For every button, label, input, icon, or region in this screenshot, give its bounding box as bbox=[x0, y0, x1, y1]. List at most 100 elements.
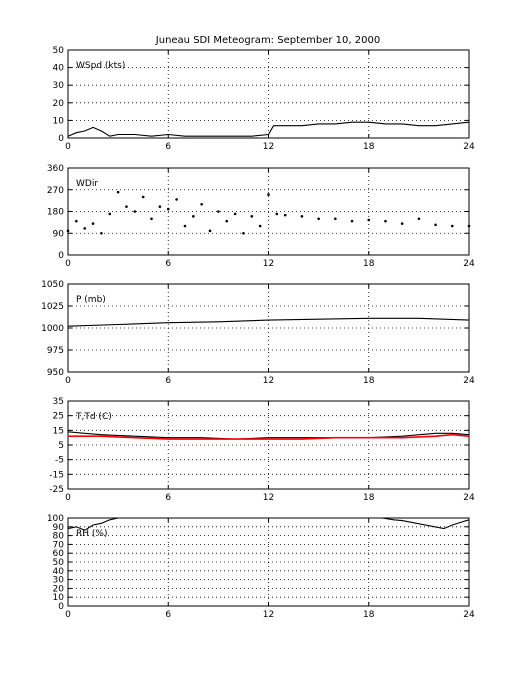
wind-direction-point bbox=[300, 215, 304, 218]
wind-direction-point bbox=[150, 217, 153, 221]
temp-dewpoint-xtick-label: 12 bbox=[263, 493, 274, 503]
wind-direction-point bbox=[133, 210, 137, 213]
wind-direction-point bbox=[141, 195, 145, 199]
pressure-ytick-label: 1025 bbox=[41, 302, 64, 312]
wind-direction-point bbox=[125, 205, 128, 208]
relative-humidity-ytick-label: 50 bbox=[53, 558, 65, 568]
wind-direction-point bbox=[350, 219, 354, 223]
wind-direction-point bbox=[317, 217, 320, 221]
pressure-ytick-label: 1000 bbox=[41, 324, 64, 334]
wind-direction-point bbox=[275, 212, 279, 216]
relative-humidity-xtick-label: 24 bbox=[463, 610, 475, 620]
wind-direction-point bbox=[175, 198, 178, 201]
wind-speed-xtick-label: 12 bbox=[263, 142, 274, 152]
wind-direction-point bbox=[192, 215, 195, 218]
wind-speed-ytick-label: 20 bbox=[53, 99, 65, 109]
relative-humidity-ytick-label: 10 bbox=[53, 593, 65, 603]
wind-direction-ytick-label: 0 bbox=[58, 251, 64, 261]
temp-dewpoint-panel: 0 6 12 18 24 -25 -15 -5 5 15 25 35 T,Td (C) bbox=[49, 397, 475, 503]
wind-direction-point bbox=[334, 217, 337, 221]
temp-dewpoint-ytick-label: -15 bbox=[49, 470, 64, 480]
temp-dewpoint-xtick-label: 0 bbox=[65, 493, 71, 503]
wind-direction-point bbox=[217, 210, 220, 213]
relative-humidity-xtick-label: 12 bbox=[263, 610, 274, 620]
wind-direction-point bbox=[158, 205, 162, 208]
relative-humidity-ytick-label: 30 bbox=[53, 576, 65, 586]
wind-direction-xtick-label: 18 bbox=[363, 259, 375, 269]
pressure-xtick-label: 6 bbox=[165, 376, 171, 386]
wind-direction-ytick-label: 90 bbox=[53, 229, 65, 239]
wind-direction-point bbox=[258, 224, 262, 228]
wind-direction-xtick-label: 24 bbox=[463, 259, 475, 269]
figure-title: Juneau SDI Meteogram: September 10, 2000 bbox=[155, 35, 380, 46]
relative-humidity-ytick-label: 20 bbox=[53, 584, 65, 594]
relative-humidity-ytick-label: 40 bbox=[53, 567, 65, 577]
wind-direction-point bbox=[75, 219, 78, 223]
pressure-panel: 0 6 12 18 24 950 975 1000 1025 1050 P (mb) bbox=[41, 280, 475, 386]
pressure-series-line-0 bbox=[67, 317, 470, 327]
temp-dewpoint-ytick-label: -25 bbox=[49, 485, 64, 495]
temp-dewpoint-ytick-label: 25 bbox=[53, 412, 64, 422]
relative-humidity-ytick-label: 90 bbox=[53, 523, 65, 533]
pressure-ytick-label: 950 bbox=[47, 368, 64, 378]
wind-direction-point bbox=[225, 219, 229, 223]
wind-speed-xtick-label: 0 bbox=[65, 142, 71, 152]
wind-direction-point bbox=[200, 202, 203, 206]
wind-speed-ytick-label: 40 bbox=[53, 64, 65, 74]
temp-dewpoint-ytick-label: 15 bbox=[53, 426, 64, 436]
wind-direction-point bbox=[384, 219, 387, 223]
wind-direction-point bbox=[183, 224, 187, 228]
temp-dewpoint-ytick-label: 5 bbox=[58, 441, 64, 451]
wind-direction-xtick-label: 6 bbox=[165, 259, 171, 269]
pressure-xtick-label: 12 bbox=[263, 376, 274, 386]
relative-humidity-xtick-label: 0 bbox=[65, 610, 71, 620]
temp-dewpoint-ytick-label: 35 bbox=[53, 397, 64, 407]
wind-direction-point bbox=[91, 222, 95, 225]
wind-direction-point bbox=[166, 207, 170, 211]
wind-direction-point bbox=[250, 215, 254, 218]
wind-direction-point bbox=[417, 217, 421, 221]
wind-direction-point bbox=[108, 212, 112, 216]
wind-direction-point bbox=[66, 229, 70, 233]
wind-direction-point bbox=[100, 231, 103, 235]
pressure-xtick-label: 0 bbox=[65, 376, 71, 386]
relative-humidity-ytick-label: 60 bbox=[53, 549, 65, 559]
wind-direction-label: WDir bbox=[76, 179, 98, 189]
wind-direction-point bbox=[233, 212, 237, 216]
temp-dewpoint-series-line-0 bbox=[67, 431, 470, 440]
wind-speed-ytick-label: 50 bbox=[53, 46, 65, 56]
relative-humidity-ytick-label: 100 bbox=[47, 514, 64, 524]
wind-direction-point bbox=[367, 218, 371, 222]
wind-direction-point bbox=[208, 229, 212, 233]
wind-speed-xtick-label: 18 bbox=[363, 142, 375, 152]
wind-direction-xtick-label: 0 bbox=[65, 259, 71, 269]
pressure-xtick-label: 18 bbox=[363, 376, 375, 386]
relative-humidity-ytick-label: 0 bbox=[58, 602, 64, 612]
relative-humidity-ytick-label: 70 bbox=[53, 540, 65, 550]
wind-speed-ytick-label: 30 bbox=[53, 81, 65, 91]
relative-humidity-ytick-label: 80 bbox=[53, 532, 65, 542]
temp-dewpoint-label: T,Td (C) bbox=[75, 412, 112, 422]
wind-direction-panel: 0 6 12 18 24 0 90 180 270 360 WDir bbox=[47, 164, 475, 269]
wind-direction-point bbox=[242, 231, 245, 235]
relative-humidity-xtick-label: 18 bbox=[363, 610, 375, 620]
wind-speed-series-line-0 bbox=[67, 121, 470, 137]
temp-dewpoint-series-line-1 bbox=[68, 433, 470, 440]
wind-speed-xtick-label: 6 bbox=[165, 142, 171, 152]
wind-speed-xtick-label: 24 bbox=[463, 142, 475, 152]
wind-direction-point bbox=[467, 224, 471, 228]
temp-dewpoint-ytick-label: -5 bbox=[55, 456, 64, 466]
wind-direction-point bbox=[116, 190, 120, 194]
wind-speed-ytick-label: 0 bbox=[58, 134, 64, 144]
wind-speed-panel: 0 6 12 18 24 0 10 20 30 40 50 WSpd (kts) bbox=[53, 46, 475, 152]
pressure-ytick-label: 1050 bbox=[41, 280, 64, 290]
wind-direction-ytick-label: 270 bbox=[47, 186, 64, 196]
wind-direction-point bbox=[283, 213, 287, 217]
wind-speed-label: WSpd (kts) bbox=[76, 61, 125, 71]
relative-humidity-series-line-0 bbox=[67, 517, 470, 531]
wind-direction-point bbox=[267, 193, 270, 196]
wind-speed-ytick-label: 10 bbox=[53, 116, 65, 126]
pressure-ytick-label: 975 bbox=[47, 346, 64, 356]
